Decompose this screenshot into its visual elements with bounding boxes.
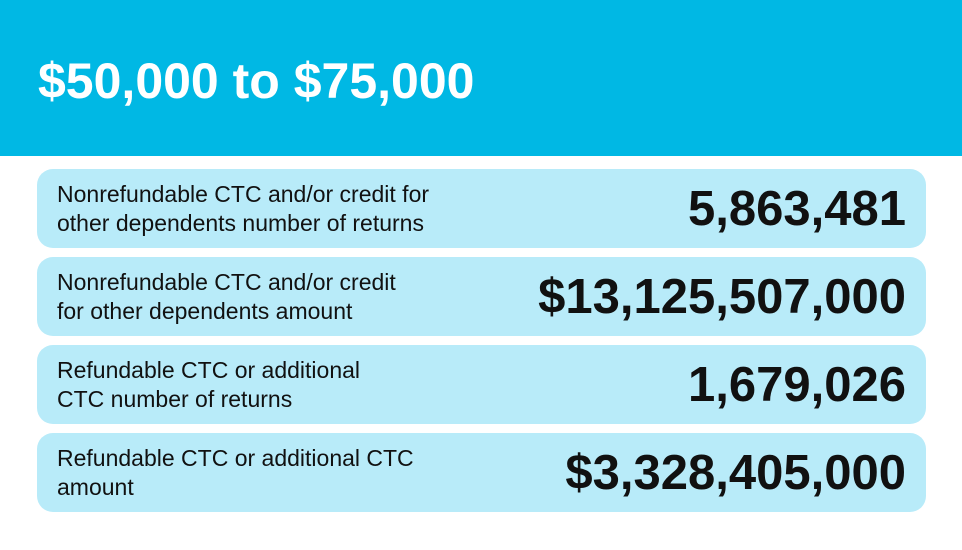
stat-label-line: Nonrefundable CTC and/or credit for <box>57 180 430 207</box>
stat-label-line: Refundable CTC or additional CTC <box>57 444 414 471</box>
stat-label-line: Refundable CTC or additional <box>57 356 361 383</box>
stat-value: $3,328,405,000 <box>565 445 906 500</box>
stat-value: 5,863,481 <box>688 181 906 236</box>
stat-label: Nonrefundable CTC and/or credit for othe… <box>57 268 396 326</box>
stat-label: Refundable CTC or additional CTC amount <box>57 444 414 502</box>
stat-label-line: CTC number of returns <box>57 385 293 412</box>
stat-label-line: other dependents number of returns <box>57 209 424 236</box>
stat-value: 1,679,026 <box>688 357 906 412</box>
header-banner: $50,000 to $75,000 <box>0 0 962 156</box>
page-title: $50,000 to $75,000 <box>38 53 475 109</box>
stat-label-line: Nonrefundable CTC and/or credit <box>57 268 396 295</box>
stat-row-refundable-amount: Refundable CTC or additional CTC amount … <box>37 433 926 512</box>
stat-row-nonrefundable-returns: Nonrefundable CTC and/or credit for othe… <box>37 169 926 248</box>
stats-list: Nonrefundable CTC and/or credit for othe… <box>37 169 926 512</box>
stat-row-nonrefundable-amount: Nonrefundable CTC and/or credit for othe… <box>37 257 926 336</box>
stat-label: Nonrefundable CTC and/or credit for othe… <box>57 180 429 238</box>
stat-label-line: amount <box>57 473 134 500</box>
stat-label-line: for other dependents amount <box>57 297 353 324</box>
stat-label: Refundable CTC or additional CTC number … <box>57 356 360 414</box>
stat-row-refundable-returns: Refundable CTC or additional CTC number … <box>37 345 926 424</box>
stat-value: $13,125,507,000 <box>538 269 906 324</box>
